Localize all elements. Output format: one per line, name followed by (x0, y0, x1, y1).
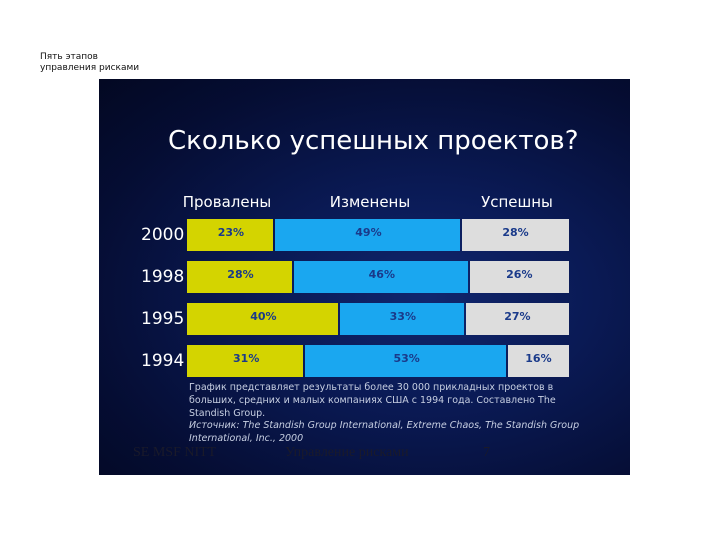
bar-segment (465, 303, 569, 335)
chart-description-note: График представляет результаты более 30 … (189, 382, 556, 419)
bar-value-label: 49% (355, 226, 382, 239)
bar-value-label: 23% (217, 226, 245, 239)
bar-segment (274, 219, 461, 251)
bar-segment (305, 345, 506, 377)
bar-value-label: 53% (393, 352, 420, 365)
bar-segment (462, 219, 569, 251)
bar-value-label: 16% (525, 352, 552, 365)
footer-left-text: SE MSF NITT (133, 445, 217, 460)
year-label-1994: 1994 (141, 351, 185, 371)
footer-center-text: Управление рисками (285, 445, 409, 460)
bar-value-label: 27% (504, 310, 531, 323)
year-label-1995: 1995 (141, 309, 185, 329)
bar-value-label: 40% (250, 310, 277, 323)
legend-changed: Изменены (329, 193, 411, 211)
bar-value-label: 31% (233, 352, 260, 365)
bar-segment (187, 345, 304, 377)
bar-row-1998: 28% 46% 26% (187, 261, 569, 293)
bar-value-label: 26% (506, 268, 533, 281)
bar-row-1994: 31% 53% 16% (187, 345, 569, 377)
header-note-line-2: управления рисками (40, 63, 140, 73)
slide: Сколько успешных проектов? График предст… (99, 79, 630, 475)
bar-segment (469, 261, 569, 293)
header-note-line-1: Пять этапов (40, 52, 98, 62)
year-label-1998: 1998 (141, 267, 185, 287)
slide-title: Сколько успешных проектов? (168, 126, 579, 156)
bar-value-label: 46% (368, 268, 395, 281)
bar-segment (339, 303, 464, 335)
bar-value-label: 33% (389, 310, 416, 323)
bar-segment (507, 345, 569, 377)
chart-source-note: Источник: The Standish Group Internation… (189, 420, 580, 444)
header-note: Пять этапов управления рисками (40, 52, 139, 74)
bar-segment (187, 303, 338, 335)
legend-successful: Успешны (481, 193, 553, 211)
bar-segment (187, 219, 273, 251)
legend-failed: Провалены (182, 193, 272, 211)
bar-value-label: 28% (227, 268, 254, 281)
bar-row-2000: 23% 49% 28% (187, 219, 569, 251)
bar-value-label: 28% (502, 226, 529, 239)
footer-page-number: 7 (483, 445, 490, 460)
bar-segment (187, 261, 292, 293)
bar-segment (293, 261, 468, 293)
bar-row-1995: 40% 33% 27% (187, 303, 569, 335)
year-label-2000: 2000 (141, 225, 185, 245)
